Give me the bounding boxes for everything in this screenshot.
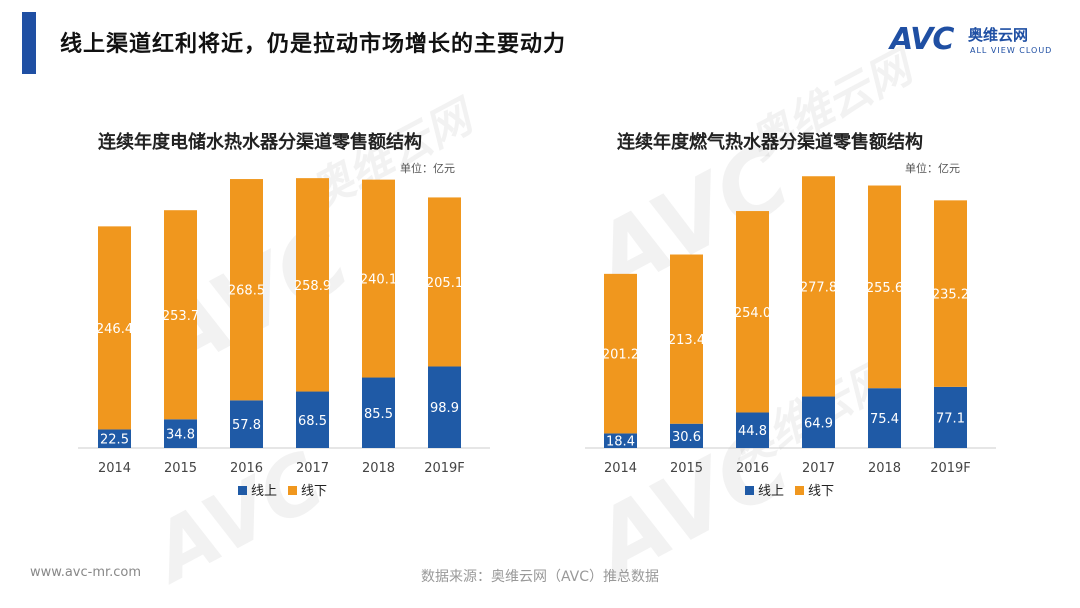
chart-right-tick-2015: 2015	[670, 461, 703, 476]
chart-left-title: 连续年度电储水热水器分渠道零售额结构	[98, 132, 422, 153]
chart-right-legend-swatch-online	[745, 486, 754, 495]
chart-left-legend-online: 线上	[251, 484, 277, 499]
chart-left-label-offline-2018: 240.1	[360, 273, 397, 288]
chart-left-label-online-2014: 22.5	[100, 433, 129, 448]
chart-left-bar-offline-2014	[98, 226, 131, 430]
chart-right-bar-offline-2019F	[934, 200, 967, 387]
chart-right-label-offline-2014: 201.2	[602, 348, 639, 363]
chart-left-tick-2016: 2016	[230, 461, 263, 476]
chart-right-bar-offline-2014	[604, 273, 637, 434]
chart-right-title: 连续年度燃气热水器分渠道零售额结构	[617, 132, 923, 153]
chart-right-label-online-2015: 30.6	[672, 430, 701, 445]
logo-en-name: ALL VIEW CLOUD	[970, 46, 1053, 55]
title-accent-bar	[22, 12, 36, 74]
chart-left-label-online-2019F: 98.9	[430, 401, 459, 416]
chart-right-label-offline-2016: 254.0	[734, 306, 771, 321]
footer-source: 数据来源：奥维云网（AVC）推总数据	[420, 569, 660, 585]
chart-left-legend-swatch-online	[238, 486, 247, 495]
chart-right-label-online-2017: 64.9	[804, 416, 833, 431]
chart-right-label-online-2016: 44.8	[738, 424, 767, 439]
page-title: 线上渠道红利将近，仍是拉动市场增长的主要动力	[60, 32, 567, 57]
chart-left-tick-2014: 2014	[98, 461, 131, 476]
chart-right-bar-online-2015	[670, 423, 703, 448]
chart-left-bar-online-2017	[296, 391, 329, 448]
chart-right-tick-2014: 2014	[604, 461, 637, 476]
chart-left-label-online-2017: 68.5	[298, 414, 327, 429]
chart-left-bar-offline-2015	[164, 210, 197, 420]
chart-right-bar-online-2017	[802, 396, 835, 448]
chart-left-label-online-2015: 34.8	[166, 428, 195, 443]
chart-right-bar-online-2016	[736, 412, 769, 448]
chart-left-tick-2019F: 2019F	[424, 461, 465, 476]
avc-logo: AVC 奥维云网 ALL VIEW CLOUD	[890, 22, 1060, 64]
chart-right-bar-offline-2015	[670, 254, 703, 424]
chart-right-tick-2016: 2016	[736, 461, 769, 476]
chart-left-label-offline-2017: 258.9	[294, 279, 331, 294]
chart-left-bar-online-2019F	[428, 366, 461, 448]
chart-left-label-online-2018: 85.5	[364, 407, 393, 422]
chart-right-label-online-2014: 18.4	[606, 435, 635, 450]
chart-right-tick-2017: 2017	[802, 461, 835, 476]
logo-cn-name: 奥维云网	[968, 26, 1029, 44]
chart-left-label-offline-2015: 253.7	[162, 309, 199, 324]
chart-left-bar-online-2018	[362, 377, 395, 448]
chart-right-legend-offline: 线下	[808, 484, 834, 499]
chart-right-bar-online-2019F	[934, 386, 967, 448]
chart-left-legend-swatch-offline	[288, 486, 297, 495]
chart-left-unit: 单位：亿元	[400, 162, 455, 175]
chart-right-tick-2019F: 2019F	[930, 461, 971, 476]
chart-left-bar-offline-2017	[296, 178, 329, 392]
chart-left-bar-online-2016	[230, 400, 263, 448]
chart-left-bar-online-2015	[164, 419, 197, 448]
chart-right-label-offline-2019F: 235.2	[932, 288, 969, 303]
chart-right-bar-online-2018	[868, 388, 901, 448]
chart-left-label-offline-2016: 268.5	[228, 284, 265, 299]
chart-right-legend-swatch-offline	[795, 486, 804, 495]
chart-right-tick-2018: 2018	[868, 461, 901, 476]
chart-right-label-offline-2015: 213.4	[668, 333, 705, 348]
logo-mark: AVC	[890, 22, 954, 57]
chart-left-bar-online-2014	[98, 429, 131, 448]
chart-left-tick-2015: 2015	[164, 461, 197, 476]
chart-left-legend-offline: 线下	[301, 484, 327, 499]
chart-right-unit: 单位：亿元	[905, 162, 960, 175]
chart-right-bar-offline-2016	[736, 211, 769, 413]
chart-right-label-online-2018: 75.4	[870, 412, 899, 427]
chart-left-label-online-2016: 57.8	[232, 418, 261, 433]
chart-right-label-offline-2018: 255.6	[866, 281, 903, 296]
chart-left-tick-2018: 2018	[362, 461, 395, 476]
chart-right-legend-online: 线上	[758, 484, 784, 499]
chart-left-bar-offline-2018	[362, 179, 395, 378]
chart-left-bar-offline-2019F	[428, 197, 461, 367]
chart-right-label-online-2019F: 77.1	[936, 411, 965, 426]
chart-right-bar-offline-2018	[868, 185, 901, 389]
chart-left-tick-2017: 2017	[296, 461, 329, 476]
chart-left-bar-offline-2016	[230, 179, 263, 401]
footer-url[interactable]: www.avc-mr.com	[30, 565, 142, 580]
chart-right-bar-online-2014	[604, 433, 637, 448]
chart-right-label-offline-2017: 277.8	[800, 280, 837, 295]
chart-right-bar-offline-2017	[802, 176, 835, 397]
chart-left-label-offline-2014: 246.4	[96, 322, 133, 337]
chart-left-label-offline-2019F: 205.1	[426, 276, 463, 291]
